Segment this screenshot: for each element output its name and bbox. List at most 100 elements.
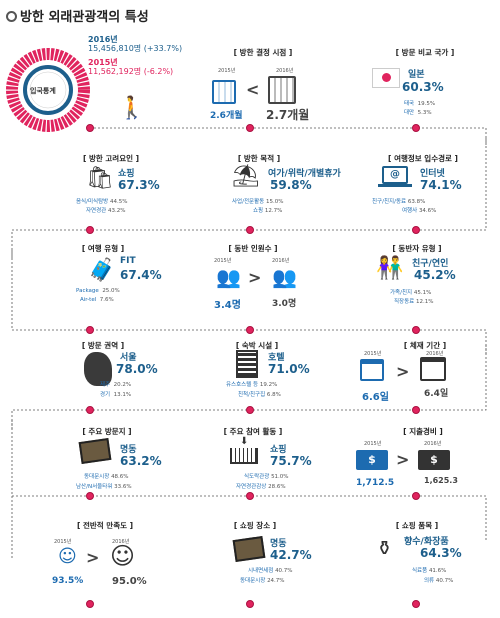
factor-r1: 음식/미식탐방 (76, 199, 109, 205)
spend-year-1: 2015년 (364, 441, 382, 447)
country-r2: 대만 (404, 110, 415, 116)
decision-heading: [ 방한 결정 시점 ] (233, 48, 293, 57)
title-text: 방한 외래관광객의 특성 (20, 10, 149, 25)
country-r2v: 5.3% (417, 110, 432, 116)
spend-year-2: 2016년 (424, 441, 442, 447)
connector-dot (86, 600, 94, 608)
hotel-icon (236, 350, 258, 378)
connector-dot (412, 326, 420, 334)
lodging-pct: 71.0% (268, 362, 310, 376)
info-pct: 74.1% (420, 178, 462, 192)
people-icon: 👥 (272, 265, 297, 289)
lodging-heading: [ 숙박 시설 ] (235, 341, 279, 350)
shop-place-main: 명동 (270, 539, 287, 549)
connector-dot (412, 492, 420, 500)
decision-year-1: 2015년 (218, 68, 236, 74)
shopping-basket-icon (230, 448, 258, 464)
satisfaction-heading: [ 전반적 만족도 ] (76, 521, 134, 530)
shop-place-pct: 42.7% (270, 548, 312, 562)
lodging-r1: 유스호스텔 등 (226, 382, 259, 388)
stay-year-2: 2016년 (426, 351, 444, 357)
chevron-right-icon: > (396, 450, 410, 469)
type-r2: Air-tel (80, 297, 97, 303)
info-main: 인터넷 (420, 169, 445, 179)
chevron-right-icon: > (86, 548, 100, 567)
connector-dot (86, 406, 94, 414)
info-r2v: 34.6% (418, 208, 437, 214)
region-r1v: 20.2% (113, 382, 132, 388)
people-icon: 👥 (216, 265, 241, 289)
purpose-r1v: 15.0% (265, 199, 284, 205)
calendar-icon (420, 357, 446, 381)
country-pct: 60.3% (402, 80, 444, 94)
connector-dot (86, 226, 94, 234)
region-pct: 78.0% (116, 362, 158, 376)
money-icon: $ (418, 450, 450, 470)
arrivals-2016-value: 15,456,810명 (+33.7%) (88, 44, 183, 53)
purpose-r2: 쇼핑 (253, 208, 264, 214)
activity-main: 쇼핑 (270, 445, 287, 455)
type-main: FIT (120, 256, 136, 266)
region-r1: 제주 (100, 382, 111, 388)
factor-pct: 67.3% (118, 178, 160, 192)
shop-item-heading: [ 쇼핑 품목 ] (395, 521, 439, 530)
beach-umbrella-icon: ⛱ (232, 164, 260, 189)
companion-type-main: 친구/연인 (412, 259, 449, 269)
place-r2: 남산/N서울타워 (76, 484, 113, 490)
activity-r2: 자연경관감상 (236, 484, 267, 490)
lodging-r2: 친척/친구집 (238, 392, 266, 398)
stay-heading: [ 체재 기간 ] (403, 341, 447, 350)
activity-r1v: 51.0% (271, 474, 289, 480)
region-main: 서울 (120, 353, 137, 363)
arrivals-2015-year: 2015년 (88, 58, 118, 67)
decision-value-1: 2.6개월 (210, 111, 243, 121)
decision-value-2: 2.7개월 (266, 108, 310, 122)
arrivals-2015-value: 11,562,192명 (-6.2%) (88, 67, 174, 76)
purpose-r2v: 12.7% (264, 208, 283, 214)
companion-type-r2v: 12.1% (416, 299, 434, 305)
connector-dot (86, 124, 94, 132)
purpose-r1: 사업/전문활동 (232, 199, 265, 205)
lodging-r1v: 19.2% (259, 382, 278, 388)
purpose-main: 여가/위락/개별휴가 (268, 169, 341, 179)
companion-type-heading: [ 동반자 유형 ] (392, 244, 442, 253)
shop-place-r1v: 40.7% (275, 568, 293, 574)
companions-heading: [ 동반 인원수 ] (228, 244, 278, 253)
arrivals-center-label: 입국통계 (30, 87, 56, 95)
shop-item-r2v: 40.7% (435, 578, 454, 584)
calendar-icon (212, 80, 236, 104)
shop-item-r2: 의류 (424, 578, 435, 584)
place-r1v: 48.6% (111, 474, 129, 480)
type-r1: Package (76, 288, 99, 294)
region-r2v: 13.1% (113, 392, 132, 398)
info-r2: 여행사 (402, 208, 418, 214)
stay-value-2: 6.4일 (424, 389, 449, 399)
place-heading: [ 주요 방문지 ] (82, 427, 132, 436)
place-r1: 동대문시장 (84, 474, 110, 480)
place-r2v: 33.6% (114, 484, 132, 490)
factor-main: 쇼핑 (118, 169, 135, 179)
arrivals-donut (6, 48, 90, 132)
companion-type-r1v: 45.1% (413, 290, 432, 296)
shop-place-r1: 시내면세점 (248, 568, 274, 574)
spend-value-1: 1,712.5 (356, 478, 395, 488)
place-main: 명동 (120, 445, 137, 455)
companions-value-2: 3.0명 (272, 299, 297, 309)
companion-type-r1: 가족/친지 (390, 290, 413, 296)
type-heading: [ 여행 유형 ] (81, 244, 125, 253)
factor-r2v: 43.2% (108, 208, 126, 214)
region-heading: [ 방문 권역 ] (81, 341, 125, 350)
type-r2v: 7.6% (99, 297, 114, 303)
connector-dot (246, 492, 254, 500)
factor-r2: 자연경관 (86, 208, 107, 214)
shop-item-pct: 64.3% (420, 546, 462, 560)
connector-dot (246, 406, 254, 414)
region-r2: 경기 (100, 392, 111, 398)
connector-dot (246, 226, 254, 234)
connector-dot (246, 600, 254, 608)
traveler-icon: 🚶 (118, 96, 146, 121)
spend-heading: [ 지출경비 ] (403, 427, 443, 436)
place-pct: 63.2% (120, 454, 162, 468)
info-heading: [ 여행정보 입수경로 ] (388, 154, 458, 163)
korea-map-icon (84, 352, 112, 386)
